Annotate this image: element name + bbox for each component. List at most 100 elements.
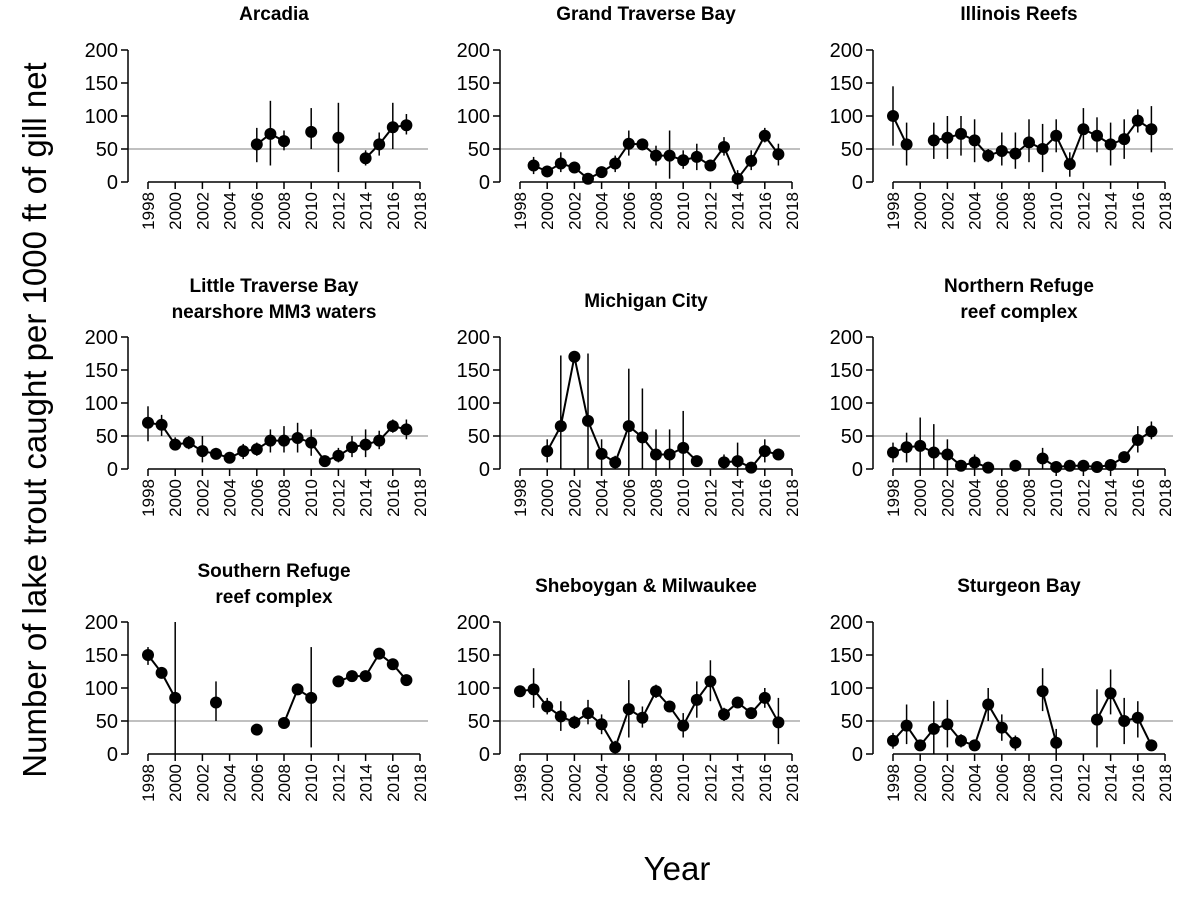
data-point	[650, 149, 662, 162]
data-point	[636, 138, 649, 151]
x-tick-label: 2014	[1102, 479, 1121, 517]
data-point	[887, 734, 899, 747]
x-tick-label: 1998	[139, 479, 158, 517]
y-tick-label: 0	[852, 172, 863, 194]
data-point	[359, 438, 372, 451]
x-tick-label: 2008	[647, 192, 666, 230]
x-tick-label: 2002	[938, 479, 957, 517]
data-point	[1036, 685, 1049, 698]
data-point	[968, 456, 981, 469]
x-tick-label: 2006	[993, 192, 1012, 230]
data-point	[900, 138, 913, 151]
y-tick-label: 50	[841, 426, 863, 448]
x-tick-label: 2018	[783, 479, 802, 517]
x-tick-label: 2000	[911, 764, 930, 802]
data-point	[609, 456, 622, 469]
x-tick-label: 2012	[329, 192, 348, 230]
data-point	[541, 445, 554, 458]
data-point	[1077, 123, 1090, 136]
panel-title: reef complex	[215, 587, 333, 608]
data-point	[1104, 687, 1117, 700]
data-point	[690, 150, 703, 163]
x-tick-label: 2002	[565, 479, 584, 517]
data-point	[650, 448, 662, 461]
x-tick-label: 2016	[756, 479, 775, 517]
data-point	[1091, 129, 1103, 142]
data-point	[595, 718, 608, 731]
data-point	[1104, 138, 1117, 151]
x-tick-label: 2012	[701, 479, 720, 517]
data-point	[1118, 715, 1131, 727]
y-tick-label: 50	[96, 711, 118, 733]
x-tick-label: 2008	[647, 479, 666, 517]
data-point	[995, 144, 1008, 157]
data-point	[142, 649, 154, 661]
x-tick-label: 2006	[620, 764, 639, 802]
y-tick-label: 0	[107, 459, 118, 481]
x-tick-label: 2014	[357, 192, 376, 230]
data-point	[745, 154, 758, 167]
data-point	[636, 711, 649, 724]
data-point	[927, 446, 940, 459]
y-tick-label: 0	[479, 172, 490, 194]
x-tick-label: 2010	[1047, 192, 1066, 230]
x-tick-label: 2000	[538, 764, 557, 802]
data-point	[941, 131, 954, 144]
y-tick-label: 0	[107, 172, 118, 194]
data-point	[900, 719, 913, 732]
data-point	[955, 127, 967, 140]
x-tick-label: 2012	[1074, 764, 1093, 802]
y-tick-label: 50	[468, 426, 490, 448]
data-point	[636, 431, 649, 444]
y-tick-label: 50	[468, 711, 490, 733]
data-point	[1009, 736, 1022, 749]
y-tick-label: 150	[830, 360, 863, 382]
y-tick-label: 150	[457, 73, 490, 95]
y-tick-label: 150	[457, 360, 490, 382]
panel: Grand Traverse Bay 0 50 100 150 200 1998 2000 20…	[457, 4, 802, 230]
data-point	[941, 718, 954, 731]
x-tick-label: 2016	[756, 764, 775, 802]
data-point	[1050, 461, 1063, 474]
x-tick-label: 2012	[1074, 479, 1093, 517]
panel-title: Grand Traverse Bay	[556, 4, 736, 25]
data-point	[1050, 736, 1063, 749]
x-tick-label: 2004	[593, 192, 612, 230]
y-tick-label: 200	[85, 612, 118, 634]
data-point	[677, 719, 690, 732]
y-tick-label: 50	[96, 426, 118, 448]
x-tick-label: 2012	[329, 764, 348, 802]
x-tick-label: 2018	[411, 192, 430, 230]
data-point	[914, 739, 927, 752]
panel: Michigan City 0 50 100 150 200 1998 2000 2002 200…	[457, 291, 802, 517]
y-tick-label: 200	[85, 40, 118, 62]
data-point	[400, 119, 413, 132]
x-tick-label: 2018	[783, 192, 802, 230]
data-point	[1145, 739, 1158, 752]
data-point	[210, 447, 222, 460]
data-point	[1118, 133, 1131, 146]
data-point	[887, 110, 899, 122]
data-point	[169, 438, 182, 451]
data-point	[622, 703, 635, 716]
data-point	[541, 700, 554, 713]
data-point	[731, 172, 744, 185]
data-point	[400, 674, 413, 687]
x-tick-label: 1998	[139, 764, 158, 802]
data-point	[1063, 459, 1076, 472]
data-point	[609, 157, 622, 170]
data-point	[291, 683, 304, 696]
data-point	[1145, 123, 1158, 136]
data-point	[182, 436, 195, 449]
data-point	[527, 683, 540, 696]
panel: Sheboygan & Milwaukee 0 50 100 150 200 1998 200…	[457, 576, 802, 802]
data-point	[731, 455, 744, 468]
data-point	[772, 448, 785, 461]
x-tick-label: 2000	[538, 192, 557, 230]
x-tick-label: 2014	[1102, 192, 1121, 230]
x-tick-label: 2008	[1020, 479, 1039, 517]
y-tick-label: 100	[457, 393, 490, 415]
data-point	[622, 420, 635, 433]
data-point	[196, 445, 209, 458]
y-tick-label: 100	[830, 106, 863, 128]
